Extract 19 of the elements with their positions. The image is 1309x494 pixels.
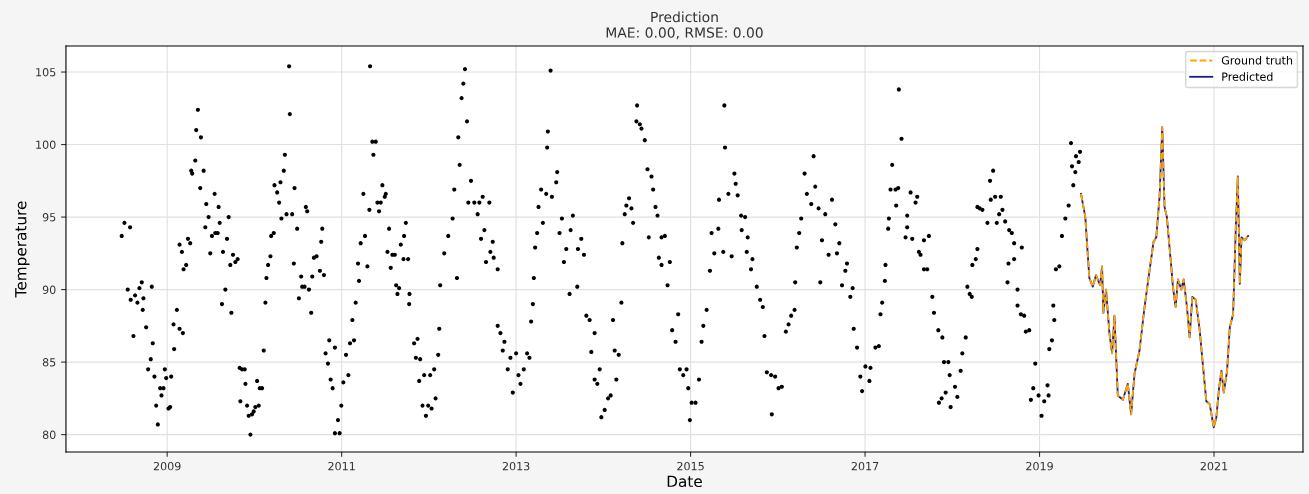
legend-label: Predicted: [1222, 72, 1273, 81]
y-tick-label: 80: [42, 430, 56, 439]
x-tick-label: 2019: [1026, 461, 1053, 471]
y-tick-label: 100: [36, 140, 56, 149]
y-tick-label: 95: [42, 213, 56, 222]
legend-label: Ground truth: [1221, 55, 1293, 65]
x-tick-label: 2015: [677, 461, 704, 471]
x-tick-label: 2021: [1200, 461, 1228, 471]
chart-title: Prediction MAE: 0.00, RMSE: 0.00: [606, 11, 763, 40]
y-axis-title: Temperature: [15, 201, 30, 298]
y-tick-label: 85: [42, 358, 56, 367]
x-tick-label: 2013: [502, 461, 530, 471]
y-tick-label: 90: [42, 285, 56, 294]
x-axis-title: Date: [667, 475, 702, 488]
line-series: [1080, 126, 1250, 429]
x-tick-label: 2011: [328, 461, 355, 471]
x-tick-label: 2017: [851, 461, 879, 471]
x-tick-label: 2009: [153, 461, 181, 471]
y-tick-label: 105: [36, 68, 56, 77]
